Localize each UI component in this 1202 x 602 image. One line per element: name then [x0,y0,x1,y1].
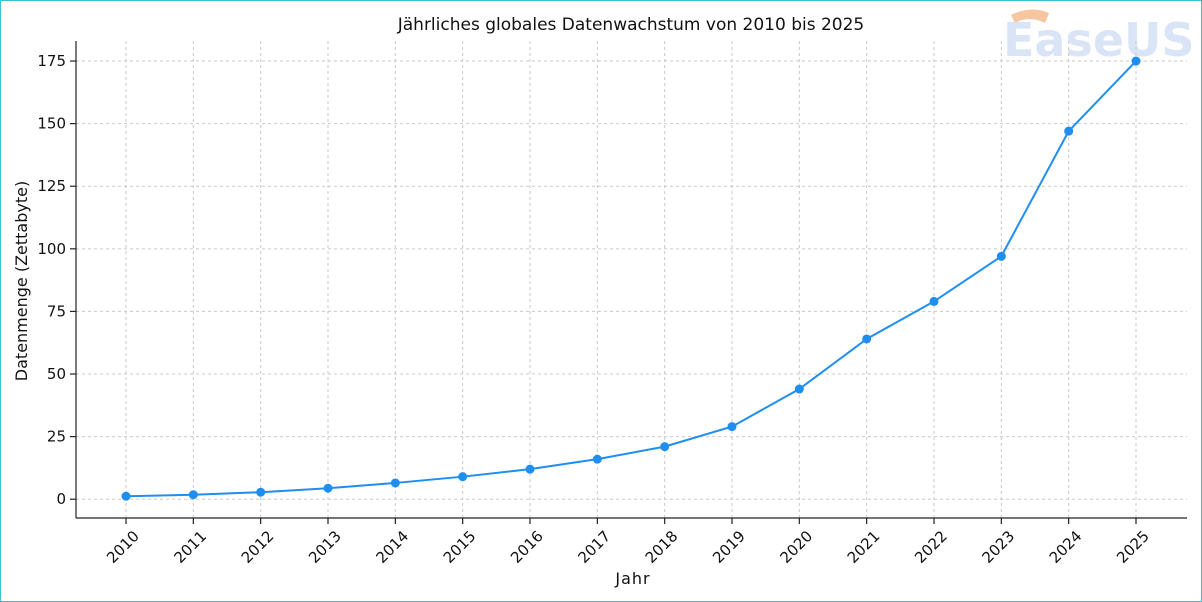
x-tick-label: 2014 [372,527,412,567]
data-point [188,490,198,500]
y-tick-label: 0 [56,490,66,508]
y-axis-label: Datenmenge (Zettabyte) [12,181,31,381]
y-tick-label: 125 [37,177,66,195]
data-point [256,487,266,497]
x-tick-label: 2011 [170,527,210,567]
axes [75,41,1187,519]
x-tick-label: 2012 [238,527,278,567]
series-line [125,60,1137,498]
x-tick-label: 2017 [574,527,614,567]
x-tick-label: 2024 [1046,527,1086,567]
data-point [660,442,670,452]
data-point [458,472,468,482]
data-point [323,483,333,493]
data-point [1064,126,1074,136]
y-tick-label: 150 [37,115,66,133]
x-tick-label: 2020 [776,527,816,567]
data-point [592,454,602,464]
watermark-logo: EaseUS [1003,9,1195,67]
data-point [727,422,737,432]
series-group [121,56,1141,501]
y-tick-label: 75 [47,302,66,320]
data-point [996,251,1006,261]
x-tick-label: 2016 [507,527,547,567]
y-ticks: 0 25 50 75 100 125 150 175 [37,52,76,508]
x-tick-label: 2025 [1113,527,1153,567]
y-tick-label: 175 [37,52,66,70]
x-ticks: 2010 2011 2012 2013 2014 2015 2016 2017 2018 2019… [103,518,1153,567]
y-tick-label: 25 [47,428,66,446]
data-point [121,491,131,501]
data-point [525,464,535,474]
x-tick-label: 2018 [642,527,682,567]
x-tick-label: 2015 [440,527,480,567]
watermark-text: EaseUS [1003,13,1195,67]
x-tick-label: 2022 [911,527,951,567]
data-point [929,296,939,306]
x-tick-label: 2013 [305,527,345,567]
watermark-accent-shape [1011,9,1049,23]
data-point [390,478,400,488]
x-tick-label: 2023 [978,527,1018,567]
x-tick-label: 2019 [709,527,749,567]
chart-title: Jährliches globales Datenwachstum von 20… [397,15,865,35]
y-tick-label: 100 [37,240,66,258]
x-tick-label: 2010 [103,527,143,567]
data-point [862,334,872,344]
data-point [1131,56,1141,66]
x-tick-label: 2021 [844,527,884,567]
y-tick-label: 50 [47,365,66,383]
x-axis-label: Jahr [614,569,650,588]
data-point [794,384,804,394]
grid [76,41,1187,518]
